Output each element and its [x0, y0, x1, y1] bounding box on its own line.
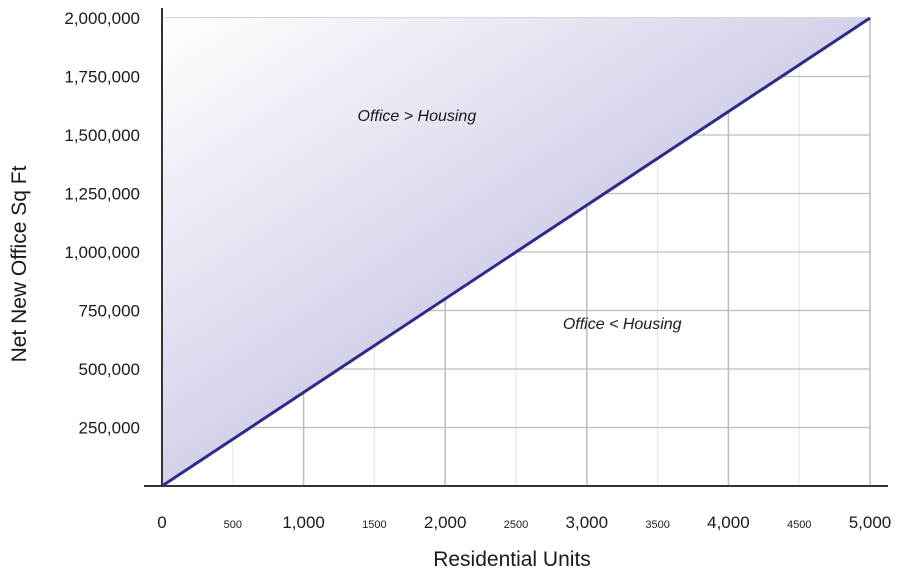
y-tick-label: 1,500,000: [64, 126, 140, 145]
annotation-label: Office > Housing: [358, 108, 477, 125]
x-tick-label: 3500: [645, 519, 669, 531]
x-tick-label: 3,000: [566, 513, 609, 532]
y-tick-label: 1,000,000: [64, 243, 140, 262]
x-tick-labels: 0 500 1,000 1500 2,000 2500 3,000 3500 4,000 4500…: [157, 513, 891, 532]
y-tick-label: 250,000: [79, 419, 140, 438]
x-axis-title: Residential Units: [433, 548, 591, 571]
x-tick-label: 4500: [787, 519, 811, 531]
y-tick-label: 750,000: [79, 302, 140, 321]
y-tick-label: 500,000: [79, 360, 140, 379]
x-tick-label: 2,000: [424, 513, 467, 532]
y-tick-label: 2,000,000: [64, 9, 140, 28]
x-tick-label: 1500: [362, 519, 386, 531]
axes: [144, 8, 888, 487]
x-tick-label: 1,000: [282, 513, 325, 532]
y-tick-label: 1,750,000: [64, 68, 140, 87]
annotation-label: Office < Housing: [563, 316, 682, 333]
annotations: Office > Housing Office < Housing: [358, 108, 682, 333]
x-tick-label: 0: [157, 513, 166, 532]
y-axis-title: Net New Office Sq Ft: [8, 165, 31, 362]
x-tick-label: 2500: [504, 519, 528, 531]
y-tick-labels: 250,000 500,000 750,000 1,000,000 1,250,000 1…: [64, 9, 140, 438]
x-tick-label: 500: [224, 519, 242, 531]
x-tick-label: 4,000: [707, 513, 750, 532]
y-tick-label: 1,250,000: [64, 185, 140, 204]
x-tick-label: 5,000: [849, 513, 892, 532]
series-line: [161, 16, 871, 488]
